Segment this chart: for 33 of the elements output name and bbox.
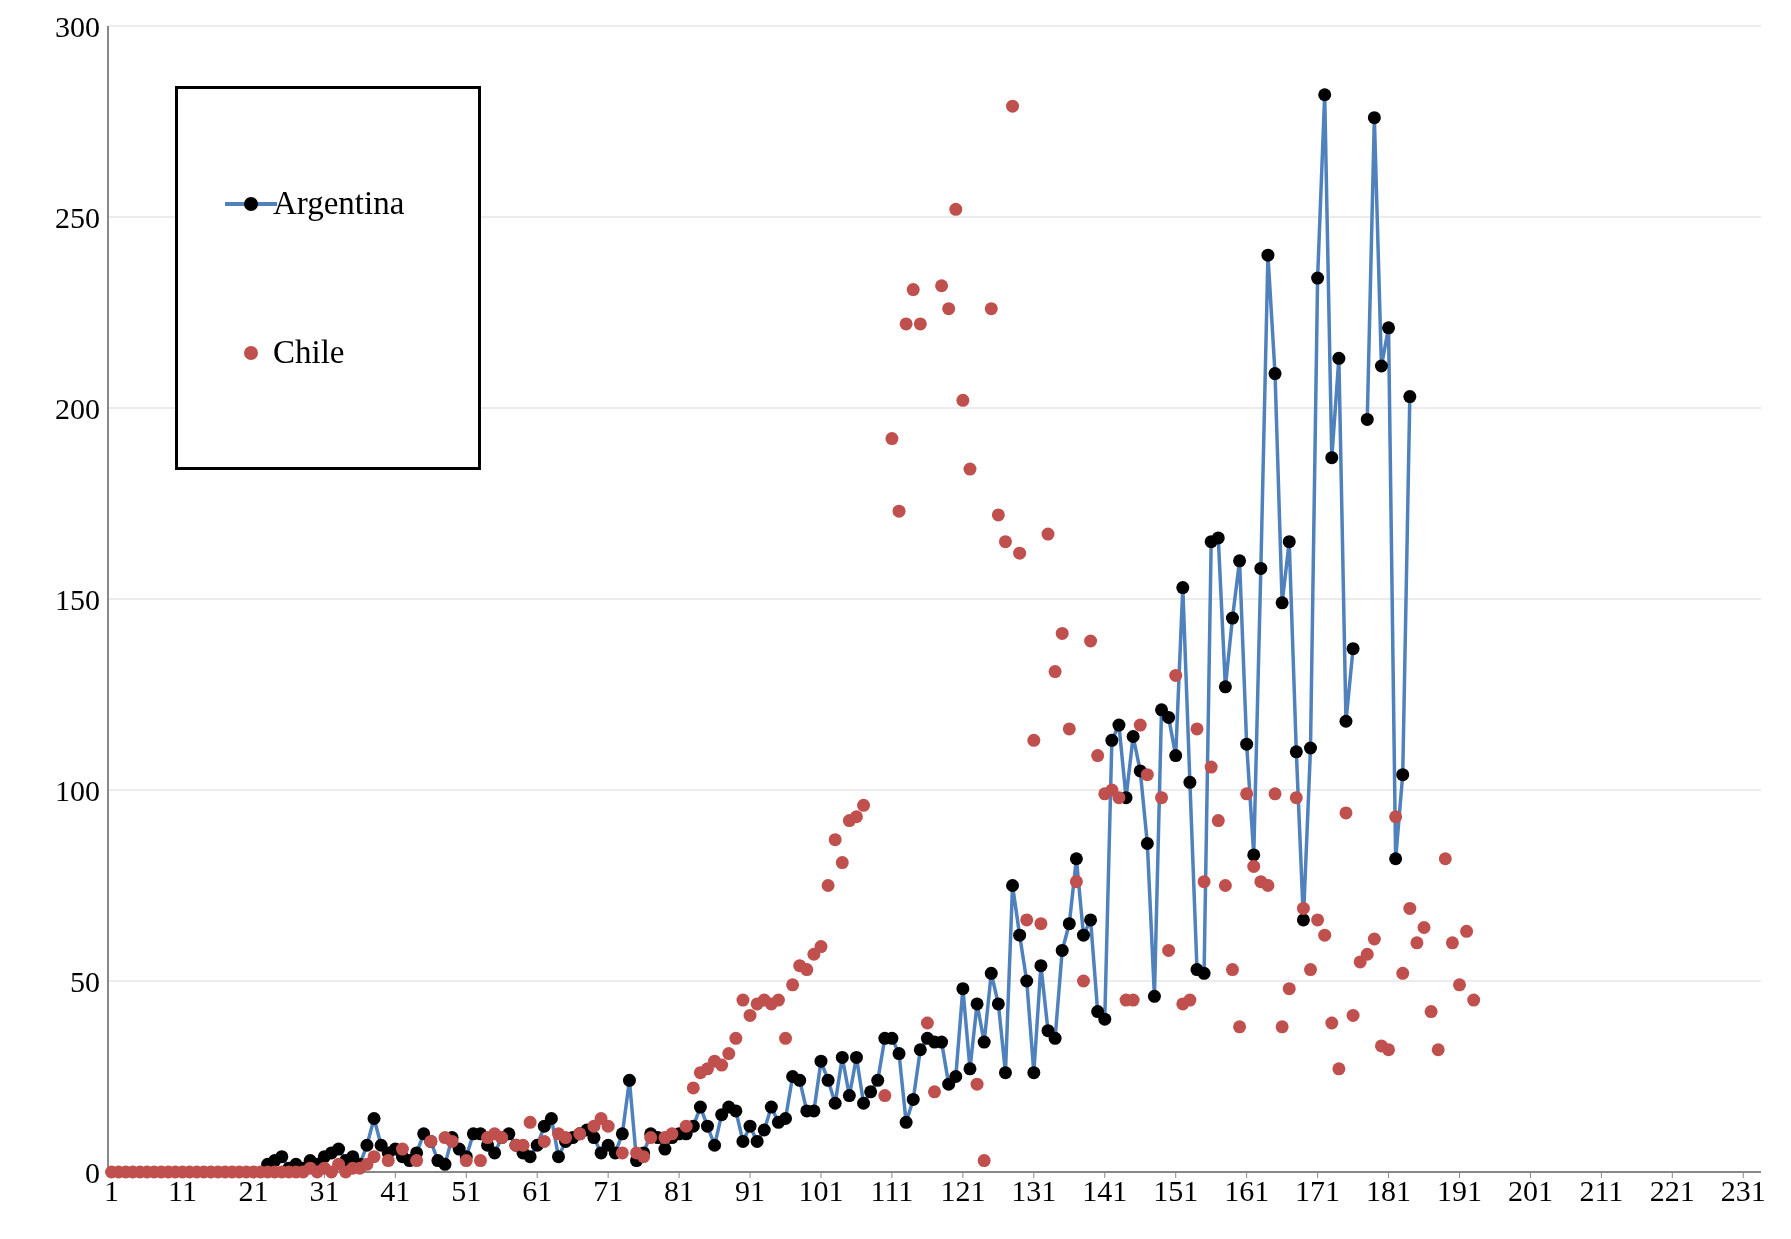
x-tick-label: 131 — [1011, 1174, 1057, 1208]
y-tick-label: 100 — [55, 773, 100, 807]
y-tick-label: 300 — [55, 9, 100, 43]
x-tick-label: 71 — [593, 1174, 624, 1208]
y-tick-label: 50 — [70, 964, 100, 998]
x-tick-label: 231 — [1720, 1174, 1766, 1208]
x-tick-label: 171 — [1295, 1174, 1341, 1208]
x-tick-label: 191 — [1436, 1174, 1482, 1208]
x-tick-label: 41 — [380, 1174, 411, 1208]
x-tick-label: 31 — [309, 1174, 340, 1208]
x-tick-label: 121 — [940, 1174, 986, 1208]
x-tick-label: 211 — [1579, 1174, 1624, 1208]
x-tick-label: 161 — [1224, 1174, 1270, 1208]
x-tick-label: 101 — [798, 1174, 844, 1208]
x-tick-label: 1 — [104, 1174, 120, 1208]
x-tick-label: 141 — [1082, 1174, 1128, 1208]
x-tick-label: 151 — [1153, 1174, 1199, 1208]
x-tick-label: 201 — [1507, 1174, 1553, 1208]
x-tick-label: 21 — [238, 1174, 269, 1208]
x-tick-label: 11 — [168, 1174, 197, 1208]
x-tick-label: 181 — [1366, 1174, 1412, 1208]
x-tick-label: 81 — [664, 1174, 695, 1208]
x-tick-label: 51 — [451, 1174, 482, 1208]
x-tick-label: 111 — [870, 1174, 914, 1208]
legend-label: Chile — [273, 334, 345, 371]
x-tick-label: 91 — [735, 1174, 766, 1208]
x-tick-label: 221 — [1649, 1174, 1695, 1208]
x-tick-label: 61 — [522, 1174, 553, 1208]
y-tick-label: 250 — [55, 200, 100, 234]
y-tick-label: 150 — [55, 582, 100, 616]
y-tick-label: 0 — [85, 1155, 100, 1189]
legend-label: Argentina — [273, 185, 405, 222]
y-tick-label: 200 — [55, 391, 100, 425]
